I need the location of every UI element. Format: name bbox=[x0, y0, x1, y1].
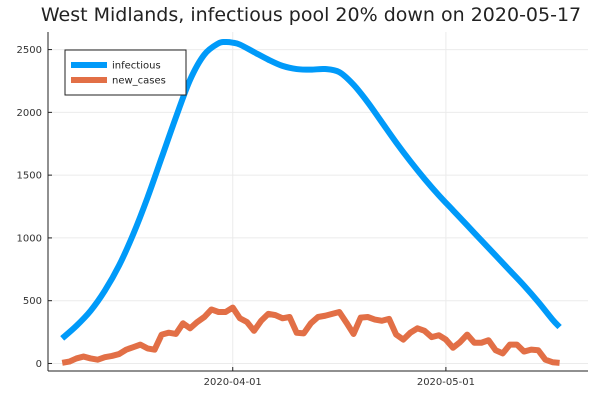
chart-title: West Midlands, infectious pool 20% down … bbox=[41, 4, 581, 26]
y-tick-label: 2500 bbox=[17, 45, 42, 56]
x-tick-label: 2020-05-01 bbox=[417, 377, 475, 388]
y-tick-label: 0 bbox=[36, 359, 42, 370]
series-line-new-cases bbox=[61, 304, 560, 366]
legend-label-new-cases: new_cases bbox=[112, 76, 166, 87]
legend: infectious new_cases bbox=[64, 49, 187, 96]
legend-label-infectious: infectious bbox=[112, 61, 161, 72]
x-tick-label: 2020-04-01 bbox=[204, 377, 262, 388]
legend-box bbox=[64, 49, 187, 96]
y-tick-label: 2000 bbox=[17, 108, 42, 119]
tick-labels: 0 500 1000 1500 2000 2500 2020-04-01 2020-05-01 bbox=[17, 45, 475, 388]
axes bbox=[47, 32, 588, 372]
series-lines bbox=[60, 38, 562, 366]
series-line-infectious bbox=[60, 38, 562, 341]
y-tick-label: 500 bbox=[23, 296, 42, 307]
y-tick-label: 1500 bbox=[17, 171, 42, 182]
y-tick-label: 1000 bbox=[17, 233, 42, 244]
